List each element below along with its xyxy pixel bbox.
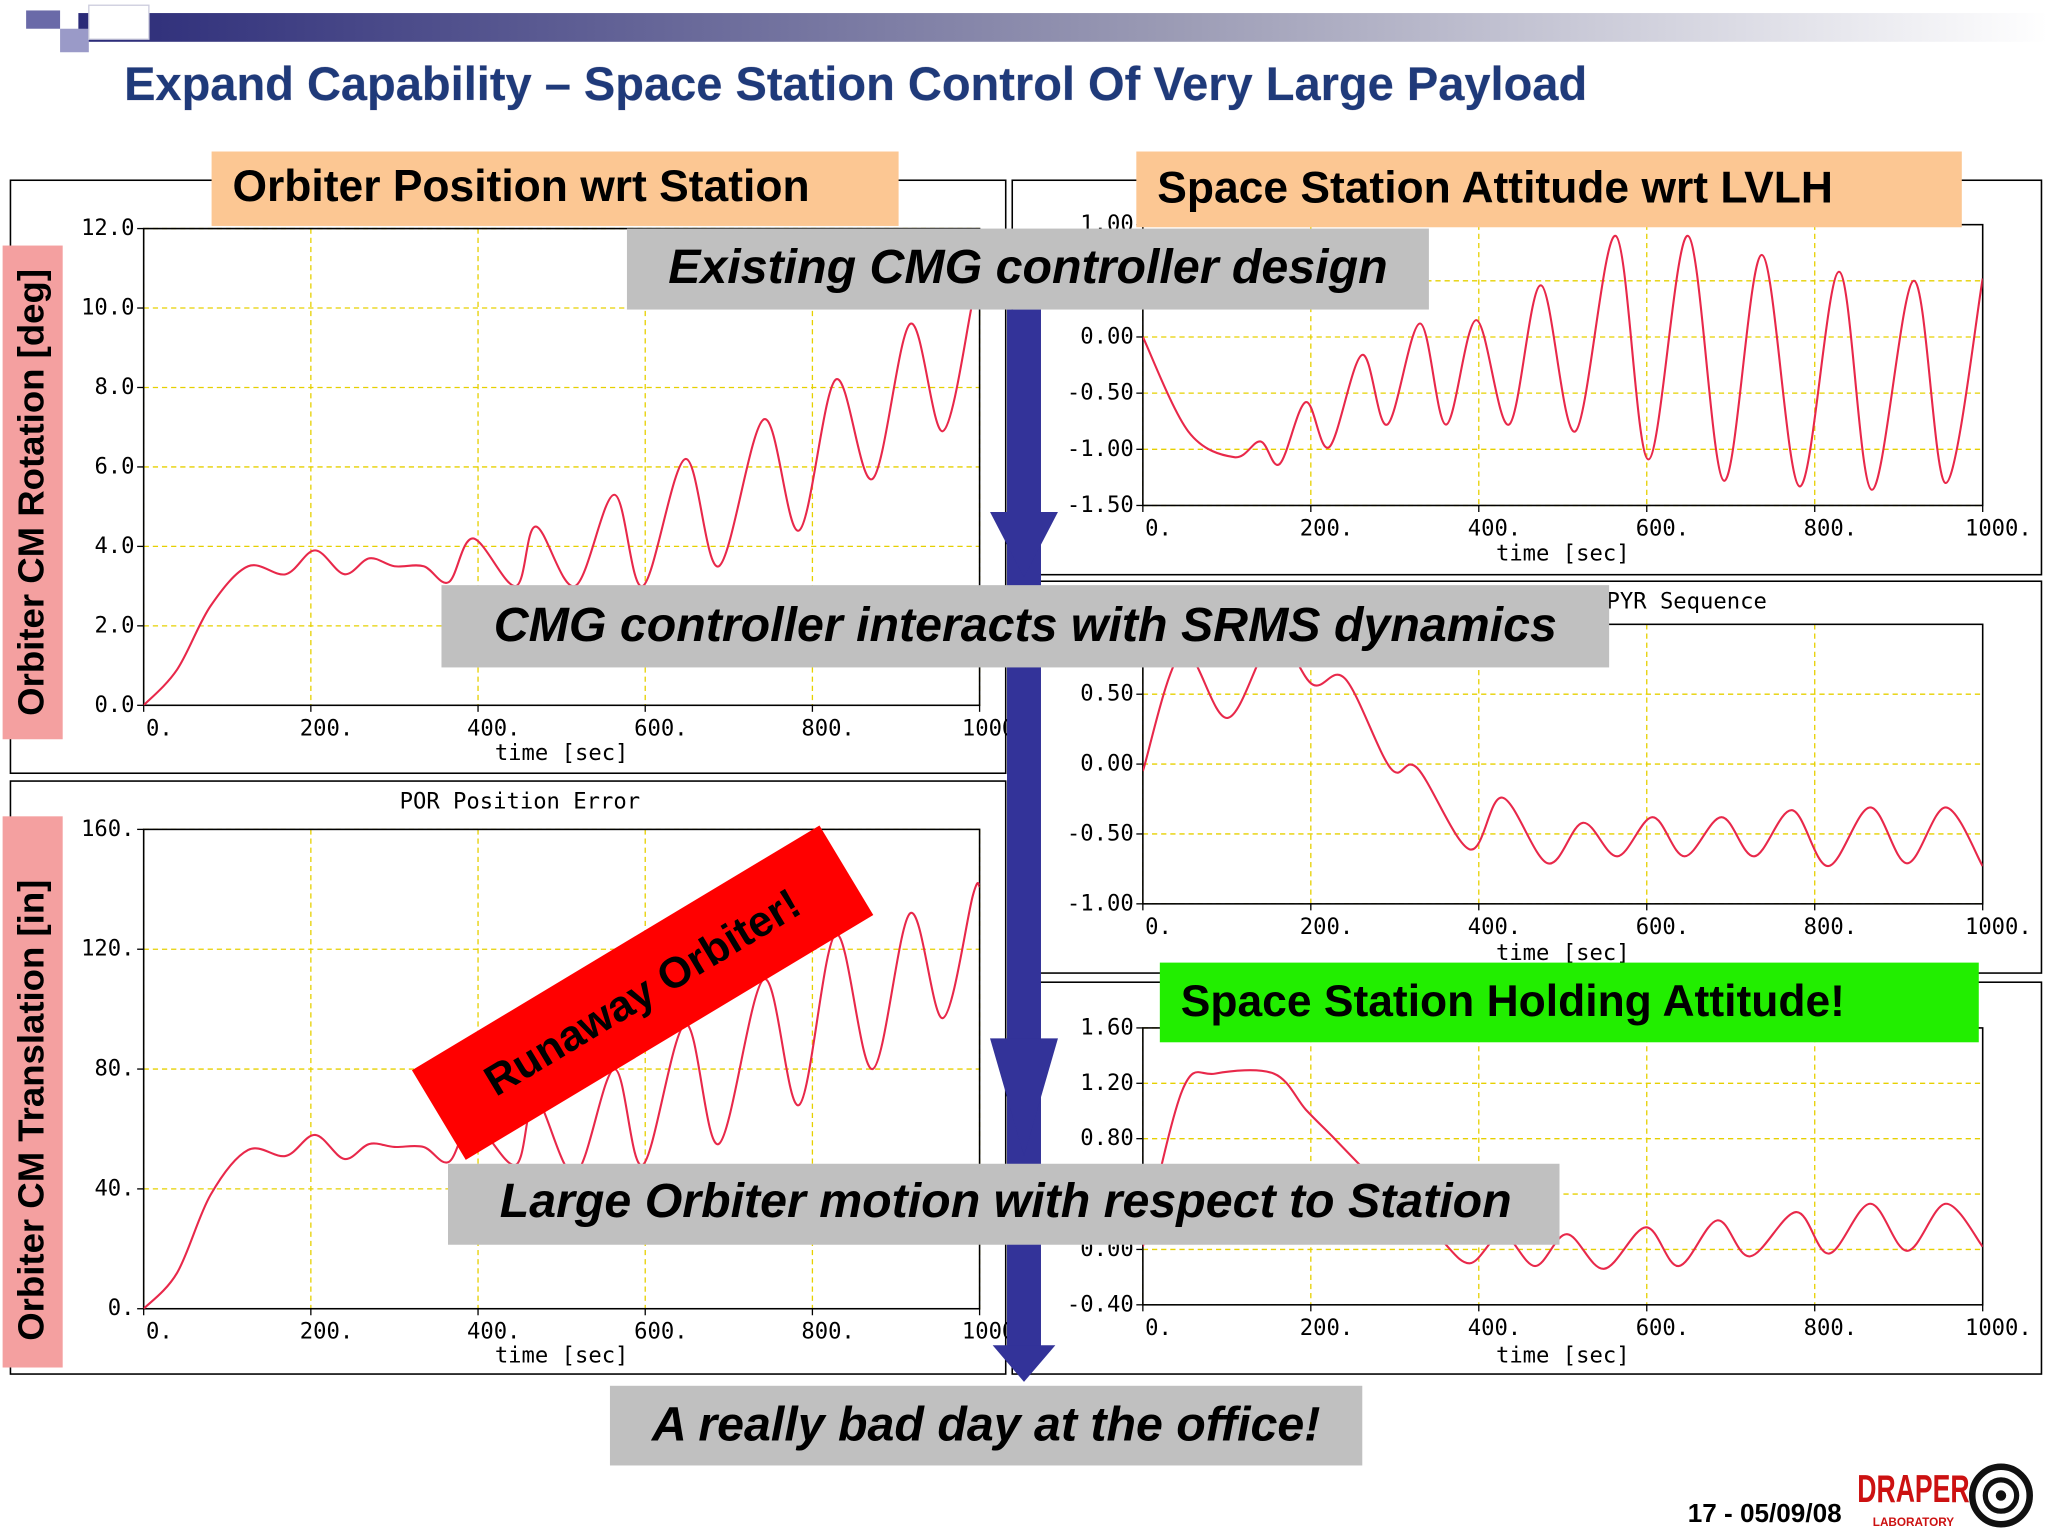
side-label-box bbox=[2, 816, 63, 1368]
side-label-box bbox=[2, 245, 63, 740]
callout: A really bad day at the office! bbox=[651, 1397, 1321, 1451]
runaway-box bbox=[411, 825, 874, 1160]
x-tick-label: 800. bbox=[1804, 914, 1857, 940]
x-tick-label: 600. bbox=[634, 1319, 687, 1345]
x-tick-label: 400. bbox=[1468, 1315, 1521, 1341]
x-tick-label: 400. bbox=[1468, 914, 1521, 940]
x-tick-label: 800. bbox=[801, 715, 854, 741]
logo-mark bbox=[1968, 1463, 2033, 1528]
x-axis-label: time [sec] bbox=[1496, 1342, 1630, 1368]
y-tick-label: 1.20 bbox=[1080, 1070, 1133, 1096]
y-tick-label: 4.0 bbox=[94, 533, 134, 559]
plot-frame bbox=[142, 828, 981, 1310]
callout: Large Orbiter motion with respect to Sta… bbox=[500, 1174, 1512, 1228]
x-tick-label: 600. bbox=[634, 715, 687, 741]
y-tick-label: 0. bbox=[108, 1295, 135, 1321]
x-tick-label: 800. bbox=[801, 1319, 854, 1345]
callout: CMG controller interacts with SRMS dynam… bbox=[494, 598, 1557, 652]
plot-frame bbox=[142, 227, 981, 707]
logo-subtext: LABORATORY bbox=[1873, 1516, 1955, 1529]
y-tick-label: -0.50 bbox=[1067, 820, 1134, 846]
x-tick-label: 0. bbox=[1145, 914, 1172, 940]
y-tick-label: 0.00 bbox=[1080, 323, 1133, 349]
y-tick-label: -0.50 bbox=[1067, 380, 1134, 406]
y-tick-label: -1.00 bbox=[1067, 890, 1134, 916]
data-line bbox=[143, 268, 980, 706]
y-tick-label: 160. bbox=[81, 816, 134, 842]
x-tick-label: 200. bbox=[300, 715, 353, 741]
deco-square bbox=[26, 10, 61, 29]
x-tick-label: 600. bbox=[1636, 1315, 1689, 1341]
callout-box bbox=[626, 228, 1429, 310]
chart-title: PYR Sequence bbox=[1607, 589, 1767, 615]
x-tick-label: 400. bbox=[1468, 515, 1521, 541]
x-tick-label: 1000. bbox=[1965, 914, 2032, 940]
footer: 17 - 05/09/08 bbox=[1688, 1498, 1842, 1528]
logo-mark bbox=[1982, 1477, 2020, 1514]
x-axis-label: time [sec] bbox=[1496, 940, 1630, 966]
panel-label-box bbox=[211, 151, 899, 226]
x-tick-label: 0. bbox=[146, 1319, 173, 1345]
y-tick-label: -0.40 bbox=[1067, 1291, 1134, 1317]
panel-label: Orbiter Position wrt Station bbox=[232, 162, 809, 211]
y-tick-label: 80. bbox=[94, 1056, 134, 1082]
callout-box bbox=[441, 585, 1610, 668]
y-tick-label: 10.0 bbox=[81, 295, 134, 321]
x-tick-label: 400. bbox=[467, 715, 520, 741]
x-tick-label: 1000. bbox=[1965, 515, 2032, 541]
y-tick-label: 40. bbox=[94, 1175, 134, 1201]
x-tick-label: 200. bbox=[1300, 1315, 1353, 1341]
panel-label-box bbox=[1136, 151, 1962, 228]
callout-box bbox=[448, 1163, 1560, 1245]
arrow-head bbox=[990, 512, 1058, 578]
panel-label-box bbox=[1159, 962, 1979, 1043]
y-tick-label: 0.80 bbox=[1080, 1125, 1133, 1151]
side-label: Orbiter CM Translation [in] bbox=[11, 880, 52, 1341]
x-tick-label: 800. bbox=[1804, 1315, 1857, 1341]
y-tick-label: 0.0 bbox=[94, 692, 134, 718]
y-tick-label: 1.60 bbox=[1080, 1014, 1133, 1040]
y-tick-label: 120. bbox=[81, 936, 134, 962]
x-tick-label: 1000. bbox=[1965, 1315, 2032, 1341]
y-tick-label: 2.0 bbox=[94, 612, 134, 638]
x-tick-label: 0. bbox=[146, 715, 173, 741]
side-label: Orbiter CM Rotation [deg] bbox=[11, 269, 52, 716]
y-tick-label: 12.0 bbox=[81, 215, 134, 241]
x-tick-label: 0. bbox=[1145, 1315, 1172, 1341]
deco-square bbox=[60, 28, 89, 53]
y-tick-label: 8.0 bbox=[94, 374, 134, 400]
panel-label: Space Station Holding Attitude! bbox=[1181, 977, 1845, 1026]
slide-title: Expand Capability – Space Station Contro… bbox=[124, 57, 1587, 110]
x-axis-label: time [sec] bbox=[1496, 540, 1630, 566]
y-tick-label: -1.00 bbox=[1067, 436, 1134, 462]
deco-square bbox=[88, 4, 150, 40]
y-tick-label: 0.00 bbox=[1080, 751, 1133, 777]
arrow-head bbox=[990, 1038, 1058, 1156]
x-tick-label: 400. bbox=[467, 1319, 520, 1345]
x-tick-label: 600. bbox=[1636, 515, 1689, 541]
x-tick-label: 0. bbox=[1145, 515, 1172, 541]
panel-label: Space Station Attitude wrt LVLH bbox=[1157, 163, 1833, 212]
x-tick-label: 200. bbox=[1300, 515, 1353, 541]
x-tick-label: 200. bbox=[1300, 914, 1353, 940]
x-tick-label: 800. bbox=[1804, 515, 1857, 541]
top-bar bbox=[78, 13, 2048, 42]
y-tick-label: 0.50 bbox=[1080, 681, 1133, 707]
logo-text: DRAPER bbox=[1857, 1468, 1969, 1511]
overlays: Orbiter Position wrt Station Space Stati… bbox=[2, 151, 2033, 1529]
callout: Existing CMG controller design bbox=[668, 240, 1387, 294]
x-axis-label: time [sec] bbox=[495, 1342, 629, 1368]
x-tick-label: 600. bbox=[1636, 914, 1689, 940]
y-tick-label: -1.50 bbox=[1067, 492, 1134, 518]
x-tick-label: 200. bbox=[300, 1319, 353, 1345]
y-tick-label: 6.0 bbox=[94, 453, 134, 479]
x-axis-label: time [sec] bbox=[495, 740, 629, 766]
arrow-head bbox=[992, 1345, 1056, 1382]
logo-mark bbox=[1995, 1490, 2007, 1501]
callout-box bbox=[609, 1385, 1363, 1466]
data-line bbox=[1142, 234, 1983, 491]
chart-title: POR Position Error bbox=[400, 788, 640, 814]
